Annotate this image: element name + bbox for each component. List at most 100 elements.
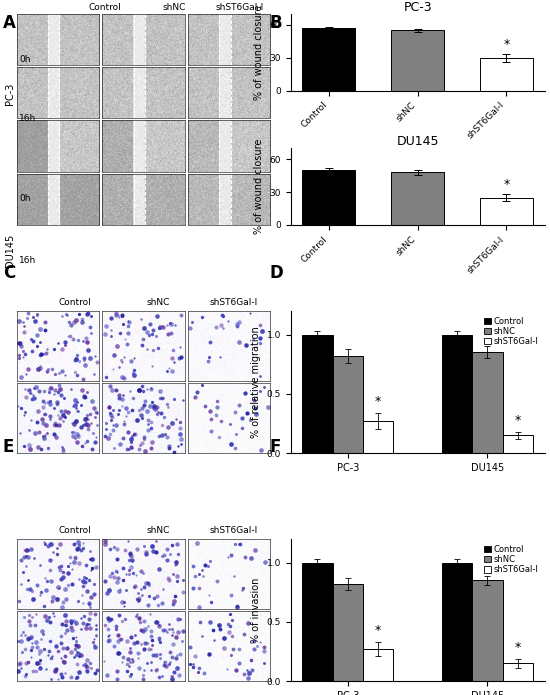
Point [149, 545, 158, 556]
Point [57, 560, 65, 571]
Point [243, 407, 251, 418]
Point [223, 619, 232, 630]
Point [168, 539, 177, 550]
Point [114, 311, 123, 322]
Point [24, 363, 32, 375]
Point [58, 601, 67, 612]
Point [107, 325, 116, 336]
Point [130, 428, 139, 439]
Point [37, 414, 46, 425]
Point [41, 611, 50, 622]
Point [23, 584, 31, 595]
Point [93, 408, 102, 419]
Point [54, 419, 63, 430]
Point [189, 658, 198, 669]
Text: 0h: 0h [19, 55, 31, 63]
Point [68, 400, 77, 411]
Point [133, 608, 142, 619]
Point [54, 673, 63, 685]
Point [70, 644, 79, 655]
Point [41, 420, 50, 431]
Point [23, 634, 32, 645]
Point [119, 418, 128, 430]
Point [86, 592, 95, 603]
Point [79, 373, 87, 384]
Point [206, 337, 214, 348]
Point [256, 332, 265, 343]
Point [83, 662, 92, 673]
Point [128, 404, 136, 416]
Point [61, 619, 70, 630]
Point [188, 316, 197, 327]
Point [216, 352, 224, 363]
Point [118, 656, 127, 667]
Point [141, 395, 150, 406]
Point [163, 328, 172, 339]
Point [205, 590, 213, 601]
Point [91, 561, 100, 572]
Text: 0h: 0h [19, 194, 31, 202]
Point [104, 615, 113, 626]
Point [74, 573, 83, 584]
Point [185, 658, 194, 669]
Point [87, 327, 96, 338]
Bar [302, 562, 333, 681]
Point [41, 430, 50, 441]
Point [66, 557, 75, 569]
Point [84, 424, 92, 435]
Point [90, 608, 99, 619]
Point [167, 670, 176, 681]
Point [45, 612, 54, 623]
Point [72, 353, 81, 364]
Point [26, 443, 35, 455]
Point [20, 383, 29, 394]
Point [40, 317, 49, 328]
Point [148, 329, 157, 340]
Point [74, 648, 83, 659]
Point [18, 345, 27, 356]
Point [35, 645, 44, 656]
Point [152, 664, 161, 676]
Point [102, 417, 111, 428]
Point [28, 345, 37, 357]
Point [82, 386, 91, 398]
Point [135, 595, 144, 606]
Point [47, 575, 56, 587]
Point [172, 571, 181, 582]
Point [18, 316, 27, 327]
Point [240, 552, 249, 563]
Bar [333, 356, 363, 453]
Point [153, 616, 162, 628]
Point [126, 631, 135, 642]
Text: DU145: DU145 [6, 234, 15, 267]
Point [21, 657, 30, 669]
Point [68, 578, 76, 589]
Point [19, 612, 28, 623]
Point [42, 427, 51, 439]
Point [169, 667, 178, 678]
Y-axis label: % of wound closure: % of wound closure [254, 139, 264, 234]
Point [72, 636, 81, 647]
Point [86, 417, 95, 428]
Point [144, 621, 152, 632]
Point [198, 379, 207, 391]
Point [192, 537, 201, 548]
Point [36, 654, 45, 665]
Point [90, 641, 99, 653]
Point [258, 325, 267, 336]
Point [15, 338, 24, 349]
Point [195, 583, 204, 594]
Point [112, 419, 120, 430]
Point [71, 366, 80, 377]
Text: B: B [270, 14, 282, 32]
Point [28, 586, 36, 597]
Point [103, 624, 112, 635]
Point [106, 381, 115, 392]
Point [72, 671, 81, 682]
Point [22, 391, 31, 402]
Point [140, 664, 148, 676]
Point [251, 403, 260, 414]
Point [106, 408, 114, 419]
Point [21, 545, 30, 556]
Point [120, 600, 129, 611]
